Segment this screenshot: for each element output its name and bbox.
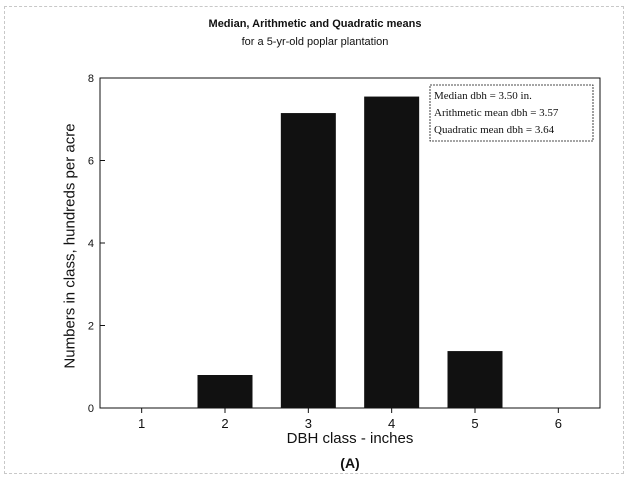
bar-dbh-3 [280, 113, 336, 408]
bar-dbh-5 [447, 351, 503, 408]
stats-annotation-line: Arithmetic mean dbh = 3.57 [434, 107, 559, 119]
bar-dbh-2 [197, 375, 253, 408]
stats-annotation-line: Quadratic mean dbh = 3.64 [434, 124, 555, 136]
chart-title: Median, Arithmetic and Quadratic means [208, 18, 422, 30]
x-tick-label: 2 [221, 416, 228, 431]
stats-annotation-line: Median dbh = 3.50 in. [434, 90, 532, 102]
x-tick-label: 6 [555, 416, 562, 431]
figure-frame [4, 6, 624, 474]
x-tick-label: 3 [305, 416, 312, 431]
x-tick-label: 1 [138, 416, 145, 431]
y-tick-label: 2 [88, 321, 94, 333]
figure-caption: (A) [340, 455, 360, 471]
x-axis-label: DBH class - inches [286, 430, 414, 447]
y-tick-label: 8 [88, 73, 94, 85]
stats-annotation-box: Median dbh = 3.50 in. Arithmetic mean dbh… [429, 84, 594, 142]
chart-subtitle: for a 5-yr-old poplar plantation [241, 36, 389, 48]
bar-dbh-4 [364, 96, 420, 408]
x-tick-label: 4 [388, 416, 395, 431]
stats-annotation-border [429, 84, 594, 142]
x-tick-label: 5 [471, 416, 478, 431]
y-tick-label: 4 [88, 238, 94, 250]
y-tick-label: 0 [88, 403, 94, 415]
y-tick-label: 6 [88, 156, 94, 168]
